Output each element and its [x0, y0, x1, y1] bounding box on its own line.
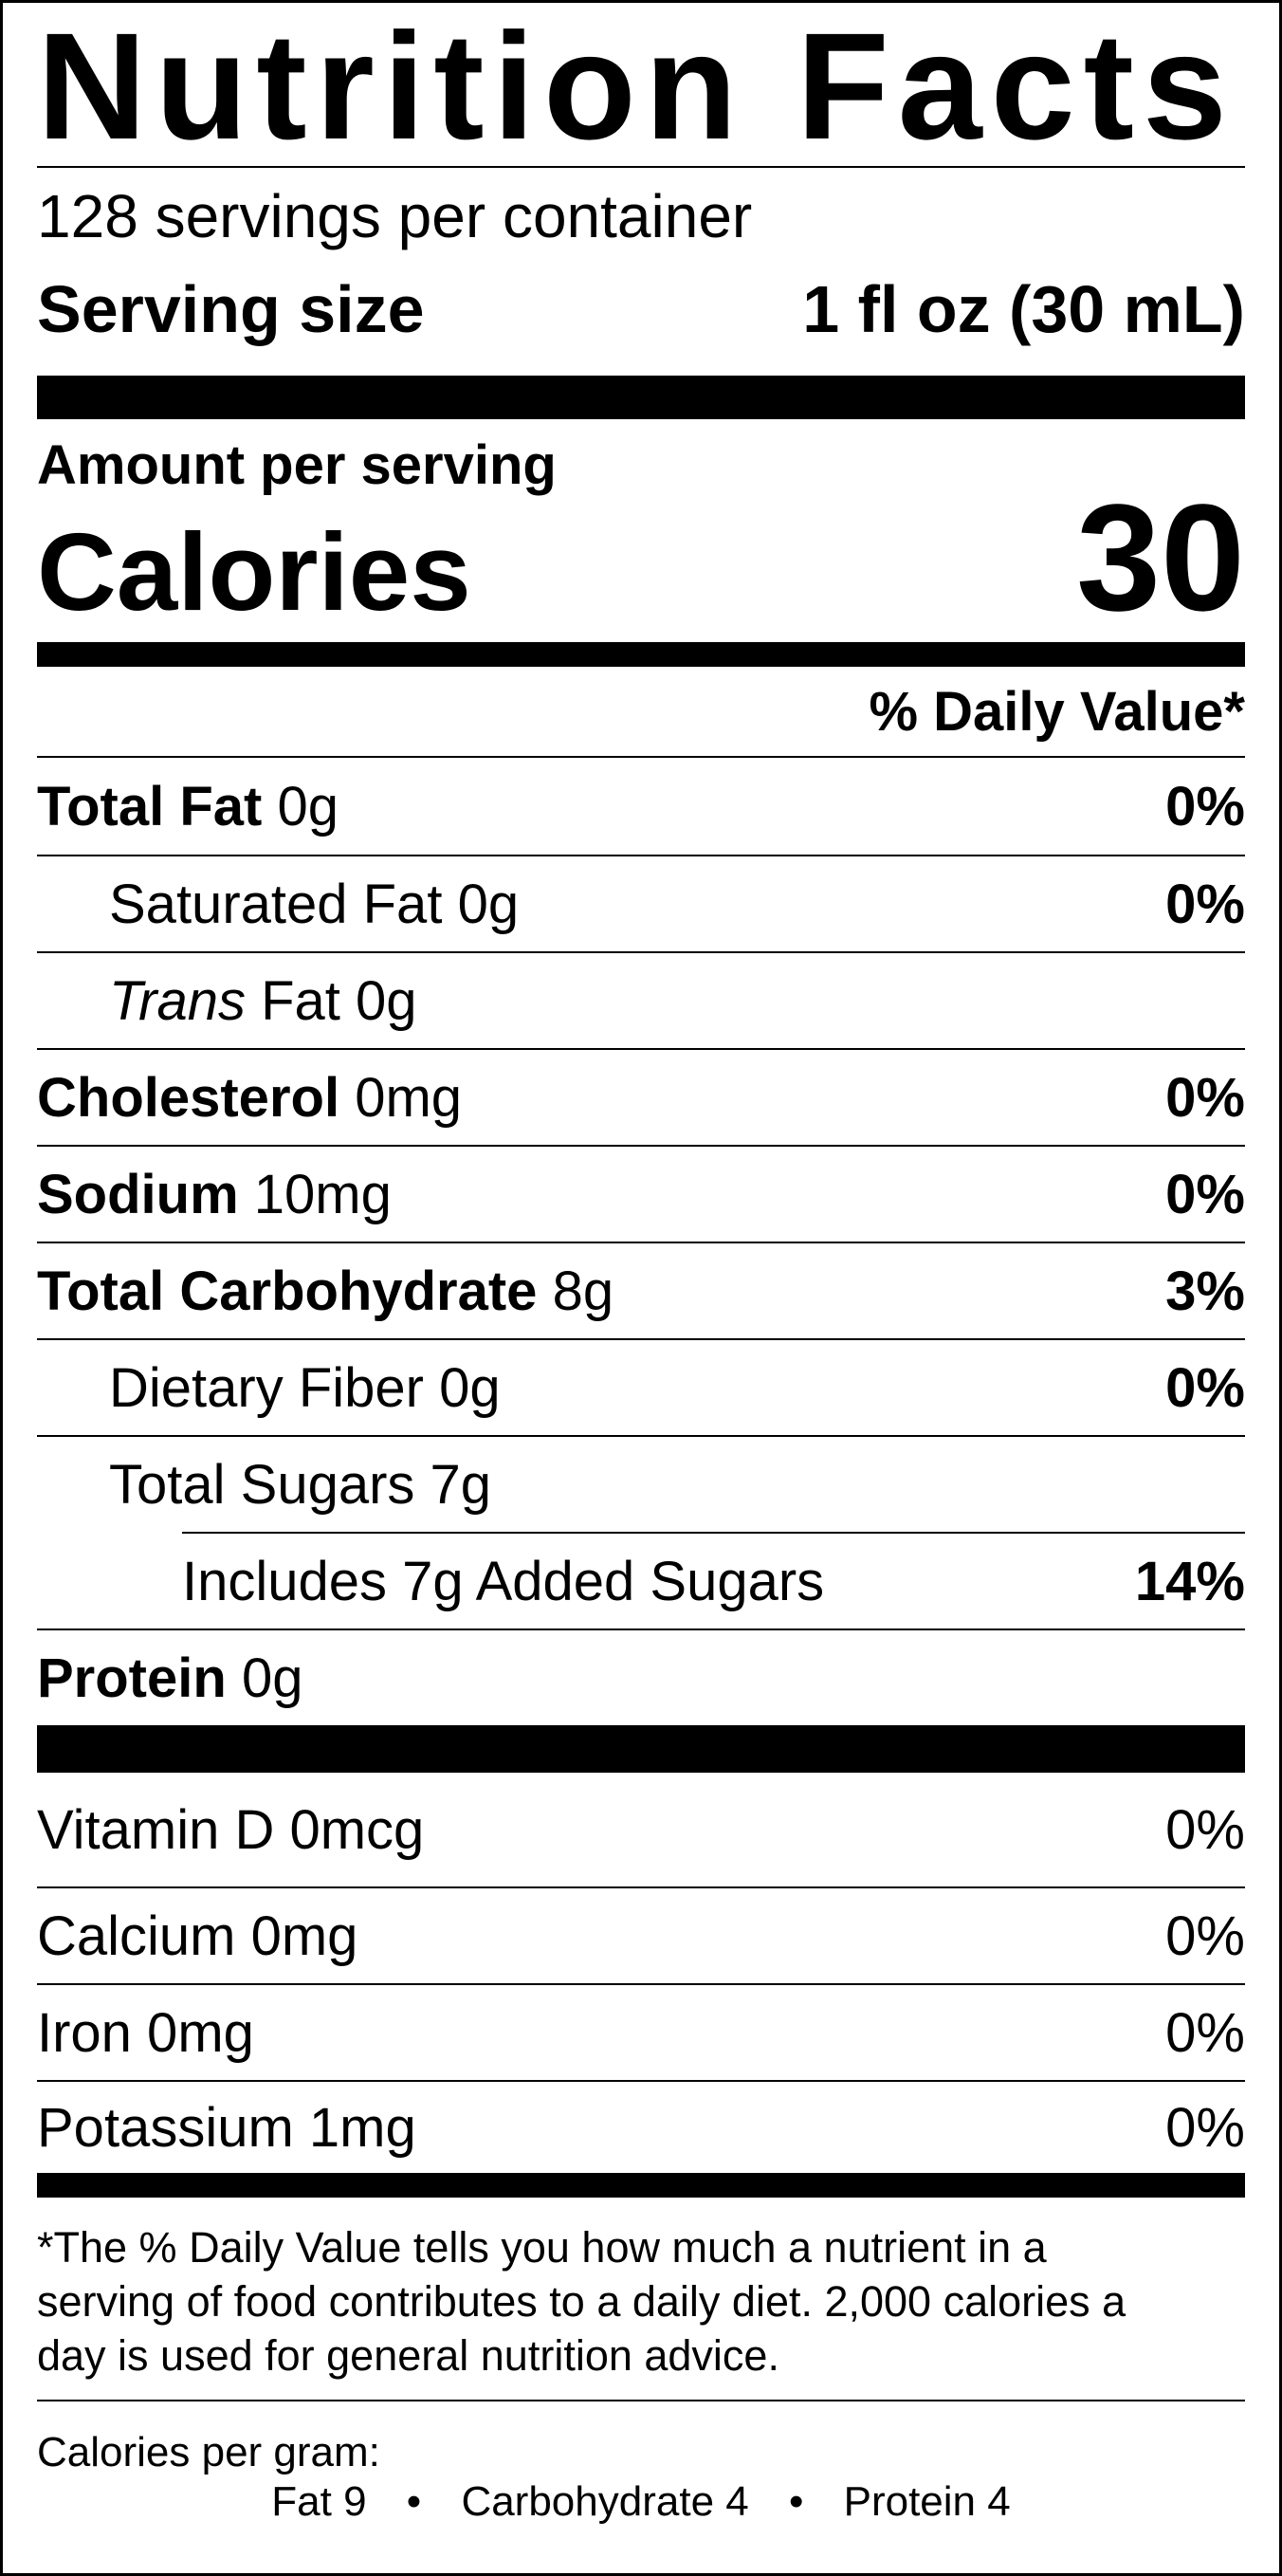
bullet: •	[406, 2478, 422, 2525]
nutrient-name: Total Fat	[37, 775, 263, 837]
nutrient-name: Cholesterol	[37, 1066, 340, 1129]
vitamin-row: Calcium 0mg 0%	[37, 1886, 1245, 1983]
vitamin-name: Calcium 0mg	[37, 1904, 358, 1967]
nutrient-dv: 0%	[1165, 873, 1245, 935]
nutrient-amount: Fat 0g	[261, 969, 417, 1032]
serving-size-row: Serving size 1 fl oz (30 mL)	[37, 271, 1245, 346]
footnote: *The % Daily Value tells you how much a …	[37, 2220, 1245, 2383]
divider	[37, 166, 1245, 168]
nutrient-amount: 0g	[439, 1356, 501, 1419]
nutrient-name: Total Sugars	[109, 1453, 415, 1516]
bullet: •	[788, 2478, 804, 2525]
servings: 128 servings per container	[37, 182, 753, 250]
thick-divider	[37, 1725, 1245, 1773]
nutrient-dv: 0%	[1165, 1356, 1245, 1419]
nutrient-amount: 8g	[552, 1260, 614, 1322]
nutrient-row: Includes 7g Added Sugars 14%	[182, 1532, 1245, 1628]
calories-per-gram: Fat 9 • Carbohydrate 4 • Protein 4	[37, 2476, 1245, 2528]
vitamin-dv: 0%	[1165, 1798, 1245, 1861]
nutrient-amount: 0g	[241, 1647, 303, 1709]
calories-value: 30	[1076, 472, 1245, 642]
title: Nutrition Facts	[37, 1, 1236, 171]
nutrient-dv: 14%	[1134, 1550, 1245, 1612]
nutrient-name: Saturated Fat	[109, 873, 443, 935]
nutrient-name: Dietary Fiber	[109, 1356, 424, 1419]
nutrient-row: Dietary Fiber 0g 0%	[37, 1338, 1245, 1435]
divider	[37, 2400, 1245, 2401]
nutrient-dv: 3%	[1165, 1260, 1245, 1322]
vitamin-name: Potassium 1mg	[37, 2096, 416, 2159]
vitamin-row: Vitamin D 0mcg 0%	[37, 1773, 1245, 1886]
nutrient-name: Includes 7g Added Sugars	[182, 1550, 825, 1612]
vitamin-name: Iron 0mg	[37, 2001, 254, 2064]
nutrient-row: Protein 0g	[37, 1628, 1245, 1725]
amount-label: Amount per serving	[37, 434, 557, 496]
nutrient-name: Protein	[37, 1647, 227, 1709]
nutrient-name: Trans	[109, 969, 246, 1032]
nutrient-row: Sodium 10mg 0%	[37, 1145, 1245, 1242]
nutrient-amount: 0g	[457, 873, 520, 935]
nutrient-amount: 0g	[277, 775, 339, 837]
thick-divider	[37, 642, 1245, 667]
calories-per-gram-item: Protein 4	[843, 2478, 1011, 2525]
thick-divider	[37, 2173, 1245, 2198]
thick-divider	[37, 376, 1245, 419]
nutrient-name: Total Carbohydrate	[37, 1260, 538, 1322]
nutrient-row: Total Sugars 7g	[37, 1435, 1245, 1532]
vitamin-row: Iron 0mg 0%	[37, 1983, 1245, 2080]
nutrient-row: Cholesterol 0mg 0%	[37, 1048, 1245, 1145]
serving-size-value: 1 fl oz (30 mL)	[802, 271, 1245, 346]
nutrient-row: Total Carbohydrate 8g 3%	[37, 1242, 1245, 1338]
nutrient-row: Saturated Fat 0g 0%	[37, 855, 1245, 951]
nutrient-row: Total Fat 0g 0%	[37, 756, 1245, 855]
calories-per-gram-item: Fat 9	[271, 2478, 367, 2525]
footnote-line: serving of food contributes to a daily d…	[37, 2277, 1126, 2326]
calories-per-gram-item: Carbohydrate 4	[461, 2478, 749, 2525]
daily-value-header: % Daily Value*	[869, 681, 1245, 743]
nutrient-name: Sodium	[37, 1163, 239, 1225]
vitamin-name: Vitamin D 0mcg	[37, 1798, 425, 1861]
nutrient-dv: 0%	[1165, 1066, 1245, 1129]
nutrient-row: Trans Fat 0g	[37, 951, 1245, 1048]
vitamin-dv: 0%	[1165, 2096, 1245, 2159]
nutrient-amount: 7g	[430, 1453, 492, 1516]
calories-label: Calories	[37, 510, 471, 634]
vitamin-row: Potassium 1mg 0%	[37, 2080, 1245, 2173]
vitamin-dv: 0%	[1165, 1904, 1245, 1967]
footnote-line: *The % Daily Value tells you how much a …	[37, 2223, 1047, 2272]
footnote-line: day is used for general nutrition advice…	[37, 2331, 779, 2380]
nutrient-amount: 0mg	[355, 1066, 463, 1129]
nutrient-dv: 0%	[1165, 1163, 1245, 1225]
vitamin-dv: 0%	[1165, 2001, 1245, 2064]
calories-row: Calories 30	[37, 482, 1245, 634]
nutrient-dv: 0%	[1165, 775, 1245, 837]
serving-size-label: Serving size	[37, 271, 425, 346]
nutrient-amount: 10mg	[253, 1163, 392, 1225]
calories-per-gram-label: Calories per gram:	[37, 2429, 380, 2475]
